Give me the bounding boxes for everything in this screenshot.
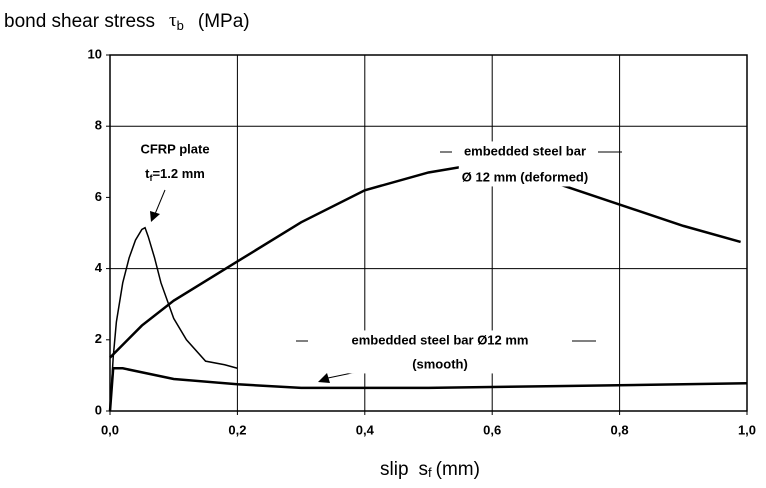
y-tick-label: 2 — [95, 331, 102, 346]
x-axis-label: slip sf (mm) — [380, 459, 480, 480]
annotation: (smooth) — [412, 356, 468, 371]
y-tick-label: 10 — [88, 46, 102, 61]
annotation: embedded steel bar — [464, 143, 586, 158]
lines — [108, 165, 748, 412]
x-tick-label: 0,8 — [611, 422, 629, 437]
line — [108, 367, 748, 412]
y-tick-label: 0 — [95, 402, 102, 417]
annotation: embedded steel bar Ø12 mm — [351, 332, 528, 347]
annotation-part: f — [149, 173, 153, 183]
annotation: tf=1.2 mm — [145, 166, 205, 183]
annotation-part: =1.2 mm — [152, 166, 204, 181]
label-bg — [137, 139, 213, 186]
annotations: CFRP plate tf=1.2 mm embedded steel bar Ø 1… — [137, 139, 622, 383]
y-tick-label: 8 — [95, 118, 102, 133]
annotation: CFRP plate — [140, 141, 209, 156]
x-tick-label: 0,6 — [483, 422, 501, 437]
line — [109, 165, 741, 359]
arrow — [154, 189, 166, 215]
plot-frame — [109, 54, 748, 412]
x-tick-label: 0,4 — [356, 422, 375, 437]
arrowhead — [150, 211, 160, 222]
x-tick-label: 1,0 — [738, 422, 756, 437]
label-bg — [348, 330, 532, 374]
line — [109, 226, 238, 412]
y-tick-label: 4 — [95, 260, 103, 275]
label-bg — [458, 141, 592, 187]
annotation-part: t — [145, 166, 150, 181]
annotation: Ø 12 mm (deformed) — [462, 169, 588, 184]
x-tick-label: 0,0 — [101, 422, 119, 437]
arrowhead — [318, 373, 330, 383]
y-axis-label: bond shear stress τb (MPa) — [4, 10, 250, 33]
x-tick-label: 0,2 — [228, 422, 246, 437]
y-tick-label: 6 — [95, 189, 102, 204]
